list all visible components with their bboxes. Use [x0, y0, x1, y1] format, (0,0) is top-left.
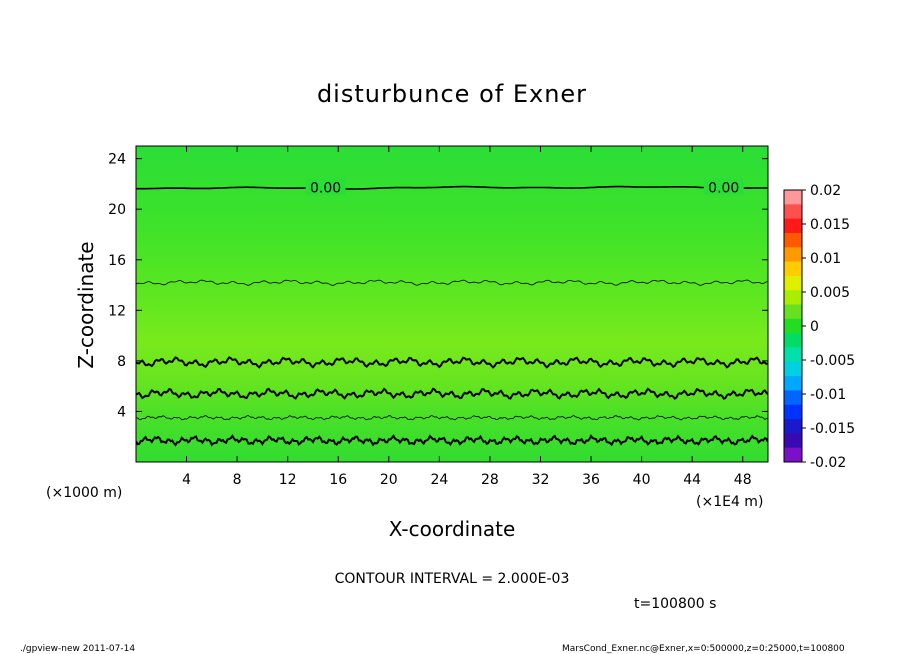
colorbar-swatch: [784, 275, 802, 291]
colorbar-swatch: [784, 390, 802, 406]
x-tick-label: 8: [233, 472, 242, 488]
time-label: t=100800 s: [634, 596, 716, 612]
colorbar-swatch: [784, 204, 802, 220]
colorbar-swatch: [784, 318, 802, 334]
contour-line: [136, 387, 768, 400]
colorbar-swatch: [784, 232, 802, 248]
y-tick-label: 12: [108, 303, 126, 319]
contour-line: [136, 356, 768, 369]
contour-interval-text: CONTOUR INTERVAL = 2.000E-03: [335, 571, 570, 587]
colorbar-swatch: [784, 376, 802, 391]
y-tick-label: 20: [108, 202, 126, 218]
y-tick-label: 16: [108, 253, 126, 269]
colorbar-swatch: [784, 247, 802, 263]
colorbar-swatch: [784, 290, 802, 306]
contour-lines: 0.00 0.00: [136, 178, 768, 447]
colorbar-ticks: 0.02 0.015 0.01 0.005 0 -0.005 -0.01 -0.015 -0.0…: [802, 183, 855, 471]
footer-right: MarsCond_Exner.nc@Exner,x=0:500000,z=0:2…: [562, 644, 845, 654]
colorbar-swatch: [784, 218, 802, 234]
x-axis-ticks: 4 8 12 16 20 24 28 32 36 40 44 48: [182, 146, 752, 488]
colorbar-tick-label: 0: [810, 319, 819, 335]
x-axis-unit: (×1E4 m): [696, 494, 763, 510]
x-tick-label: 4: [182, 472, 191, 488]
colorbar-tick-label: -0.005: [810, 353, 855, 369]
colorbar-swatch: [784, 190, 802, 205]
contour-label-bg: [703, 178, 744, 195]
contour-line: [136, 279, 768, 286]
contour-line: [136, 185, 768, 190]
x-tick-label: 32: [532, 472, 550, 488]
x-tick-label: 20: [380, 472, 398, 488]
colorbar: [784, 190, 802, 463]
colorbar-tick-label: 0.015: [810, 217, 850, 233]
y-axis-unit: (×1000 m): [46, 485, 122, 501]
x-tick-label: 24: [430, 472, 448, 488]
colorbar-swatch: [784, 261, 802, 277]
y-axis-ticks: 4 8 12 16 20 24: [108, 152, 768, 420]
contour-line: [136, 414, 768, 421]
colorbar-swatch: [784, 304, 802, 320]
x-tick-label: 40: [633, 472, 651, 488]
plot-frame: [135, 145, 769, 463]
colorbar-swatch: [784, 404, 802, 420]
y-axis-label: Z-coordinate: [74, 241, 98, 368]
colorbar-swatch: [784, 333, 802, 348]
plot-area: [136, 146, 768, 462]
colorbar-tick-label: 0.01: [810, 251, 841, 267]
footer-left: ./gpview-new 2011-07-14: [20, 644, 135, 654]
x-axis-label: X-coordinate: [389, 517, 516, 541]
x-tick-label: 28: [481, 472, 499, 488]
colorbar-swatch: [784, 419, 802, 434]
colorbar-swatch: [784, 447, 802, 463]
chart-title: disturbunce of Exner: [317, 80, 587, 108]
y-tick-label: 8: [117, 354, 126, 370]
y-tick-label: 24: [108, 152, 126, 168]
colorbar-tick-label: 0.02: [810, 183, 841, 199]
y-tick-label: 4: [117, 404, 126, 420]
colorbar-tick-label: -0.02: [810, 455, 846, 471]
colorbar-swatch: [784, 347, 802, 363]
colorbar-swatch: [784, 361, 802, 377]
colorbar-tick-label: 0.005: [810, 285, 850, 301]
x-tick-label: 16: [329, 472, 347, 488]
x-tick-label: 44: [683, 472, 701, 488]
x-tick-label: 12: [279, 472, 297, 488]
x-tick-label: 48: [734, 472, 752, 488]
contour-label: 0.00: [708, 181, 739, 197]
x-tick-label: 36: [582, 472, 600, 488]
contour-label: 0.00: [310, 181, 341, 197]
contour-label-bg: [305, 178, 346, 195]
colorbar-tick-label: -0.01: [810, 387, 846, 403]
contour-line: [136, 433, 768, 447]
colorbar-tick-label: -0.015: [810, 421, 855, 437]
colorbar-swatch: [784, 433, 802, 449]
